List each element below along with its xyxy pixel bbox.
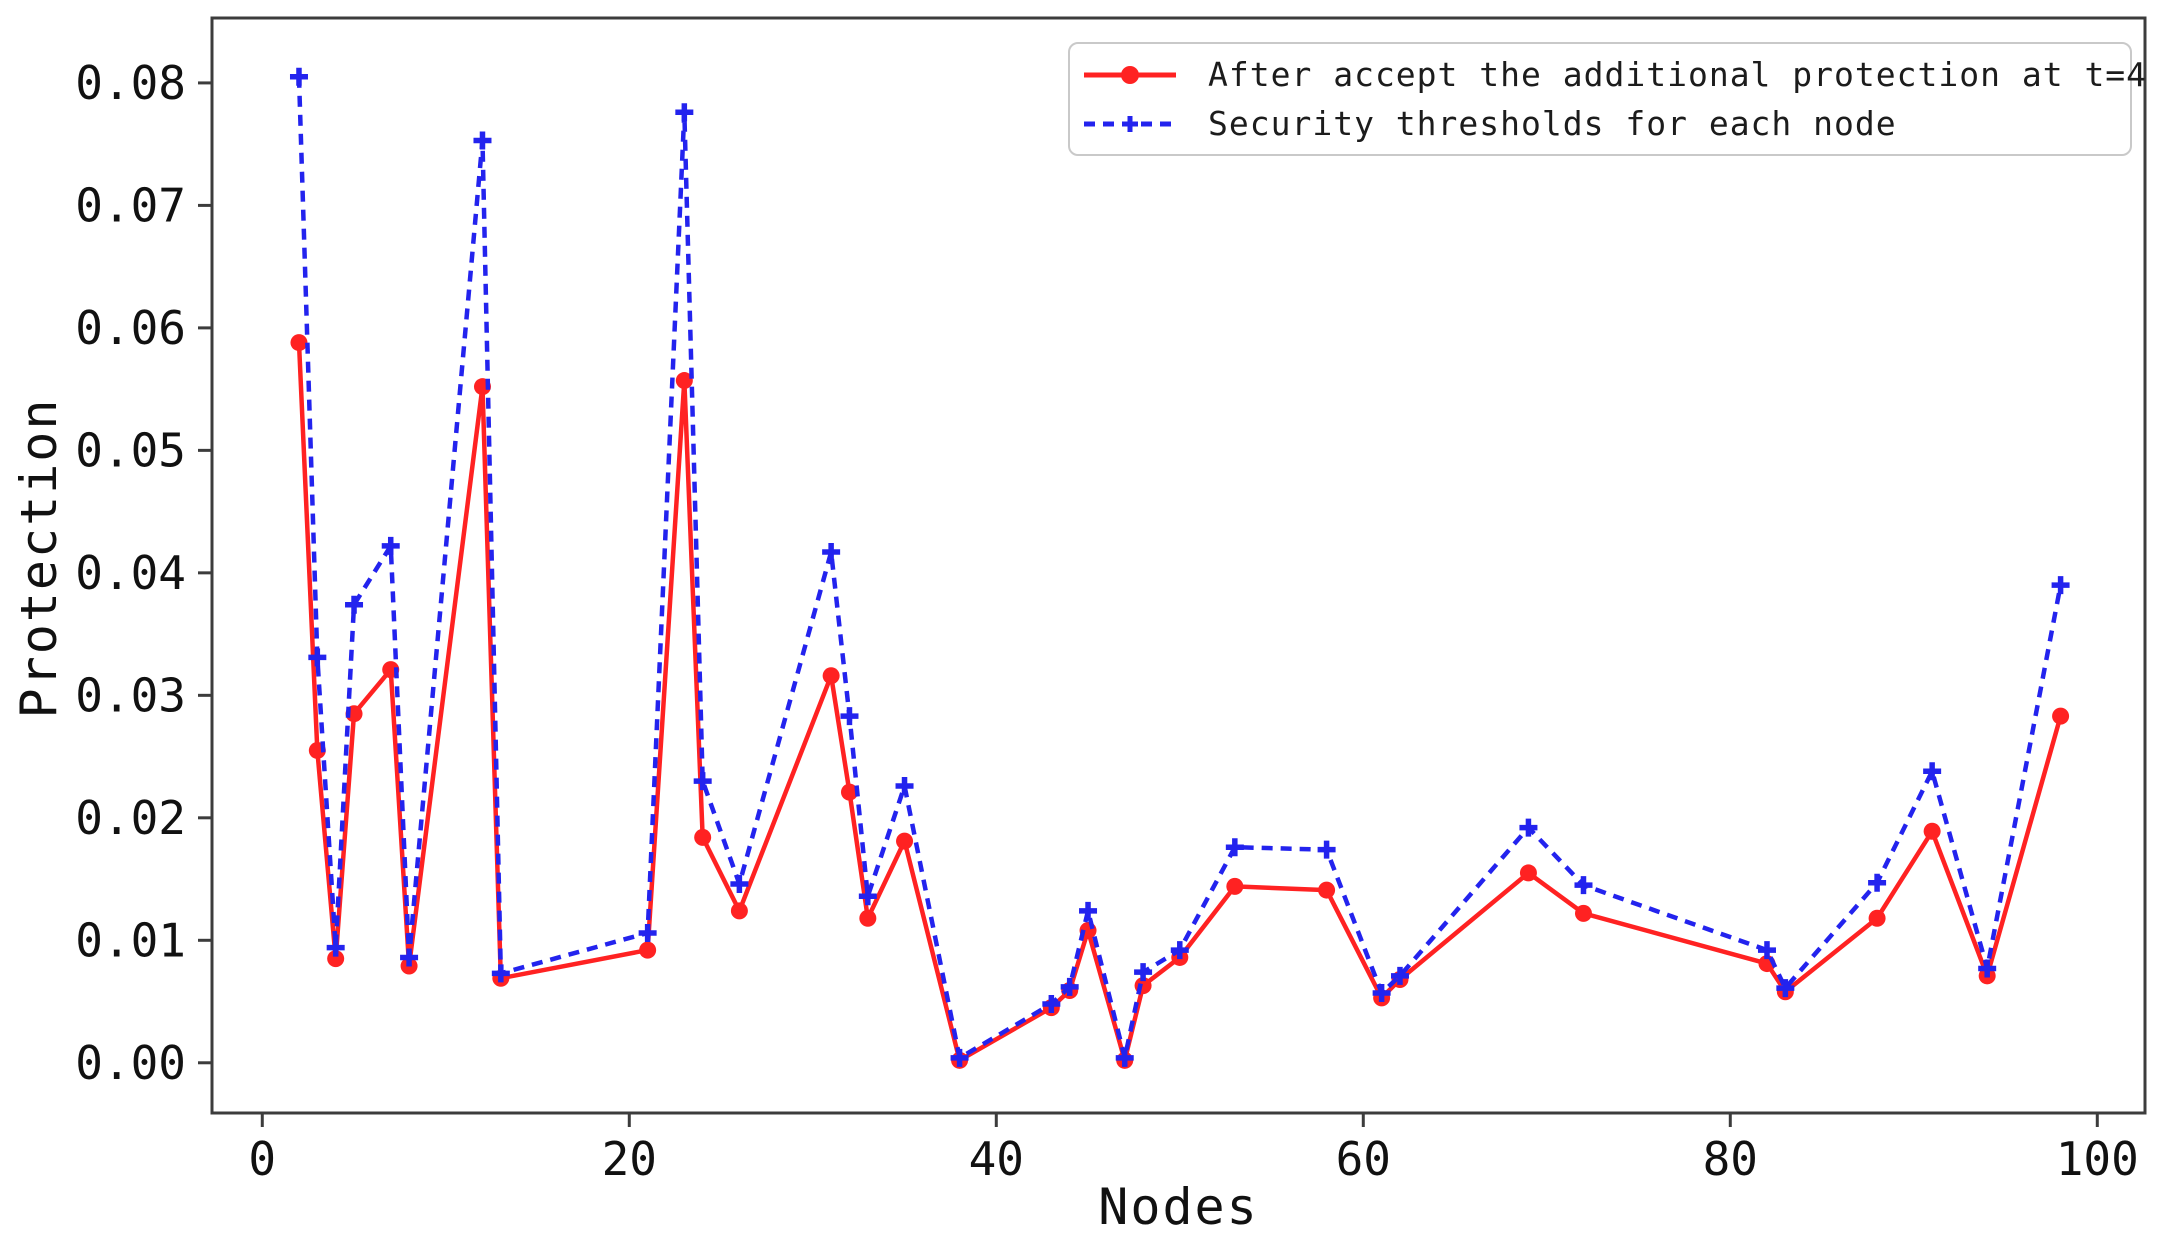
x-tick-label: 0 xyxy=(248,1132,276,1186)
data-point-marker xyxy=(950,1048,969,1067)
y-axis-label: Protection xyxy=(10,397,68,719)
data-point-marker xyxy=(327,950,345,968)
x-tick-label: 60 xyxy=(1336,1132,1391,1186)
data-point-marker xyxy=(1923,762,1942,781)
data-point-marker xyxy=(326,938,345,957)
data-point-marker xyxy=(473,131,492,150)
data-point-marker xyxy=(840,707,859,726)
data-point-marker xyxy=(1923,822,1941,840)
x-tick-label: 80 xyxy=(1703,1132,1758,1186)
data-point-marker xyxy=(2052,707,2070,725)
data-point-marker xyxy=(1868,909,1886,927)
y-tick-label: 0.03 xyxy=(75,668,186,722)
data-point-marker xyxy=(858,887,877,906)
data-point-marker xyxy=(290,334,308,352)
data-point-marker xyxy=(638,923,657,942)
data-point-marker xyxy=(345,595,364,614)
data-point-marker xyxy=(694,828,712,846)
legend-item-threshold: Security thresholds for each node xyxy=(1082,104,2120,143)
data-point-marker xyxy=(1317,840,1336,859)
y-tick-label: 0.04 xyxy=(75,546,186,600)
data-point-marker xyxy=(675,372,693,390)
data-point-marker xyxy=(1170,941,1189,960)
data-point-marker xyxy=(1776,979,1795,998)
data-point-marker xyxy=(1225,838,1244,857)
data-point-marker xyxy=(1060,977,1079,996)
legend: After accept the additional protection a… xyxy=(1068,42,2146,156)
x-axis-label: Nodes xyxy=(1098,1178,1259,1236)
data-point-marker xyxy=(491,964,510,983)
data-point-marker xyxy=(1115,1048,1134,1067)
data-point-marker xyxy=(822,543,841,562)
data-point-marker xyxy=(730,902,748,920)
y-tick-label: 0.06 xyxy=(75,301,186,355)
data-point-marker xyxy=(675,103,694,122)
data-point-marker xyxy=(1372,983,1391,1002)
data-point-marker xyxy=(1134,963,1153,982)
data-point-marker xyxy=(822,667,840,685)
data-point-marker xyxy=(2051,576,2070,595)
data-point-marker xyxy=(400,948,419,967)
red-solid-line-circle-marker-icon xyxy=(1084,65,1176,84)
data-point-marker xyxy=(381,536,400,555)
y-tick-label: 0.00 xyxy=(75,1036,186,1090)
y-tick-label: 0.07 xyxy=(75,178,186,232)
data-point-marker xyxy=(693,772,712,791)
data-point-marker xyxy=(1390,966,1409,985)
y-tick-label: 0.08 xyxy=(75,56,186,110)
data-point-marker xyxy=(639,941,657,959)
data-point-marker xyxy=(1574,876,1593,895)
series-line-threshold xyxy=(296,76,2063,1061)
plot-frame xyxy=(210,16,2147,1115)
data-point-marker xyxy=(840,783,858,801)
x-tick-label: 20 xyxy=(602,1132,657,1186)
data-point-marker xyxy=(730,874,749,893)
data-point-marker xyxy=(308,648,327,667)
data-point-marker xyxy=(859,909,877,927)
legend-item-after: After accept the additional protection a… xyxy=(1082,55,2146,94)
legend-label: Security thresholds for each node xyxy=(1208,104,1897,143)
data-point-marker xyxy=(895,776,914,795)
y-tick-label: 0.05 xyxy=(75,423,186,477)
data-point-marker xyxy=(1757,941,1776,960)
data-point-marker xyxy=(1868,873,1887,892)
x-tick-label: 40 xyxy=(969,1132,1024,1186)
data-point-marker xyxy=(1574,904,1592,922)
data-point-marker xyxy=(1519,818,1538,837)
data-point-marker xyxy=(1079,901,1098,920)
y-tick-label: 0.01 xyxy=(75,913,186,967)
data-point-marker xyxy=(289,67,308,86)
data-point-marker xyxy=(1226,877,1244,895)
data-point-marker xyxy=(1978,959,1997,978)
legend-label: After accept the additional protection a… xyxy=(1208,55,2148,94)
blue-dashed-line-plus-marker-icon xyxy=(1084,115,1176,132)
data-point-marker xyxy=(1042,994,1061,1013)
y-tick-label: 0.02 xyxy=(75,791,186,845)
data-point-marker xyxy=(1318,881,1336,899)
data-point-marker xyxy=(1519,864,1537,882)
data-point-marker xyxy=(896,832,914,850)
x-tick-label: 100 xyxy=(2056,1132,2139,1186)
